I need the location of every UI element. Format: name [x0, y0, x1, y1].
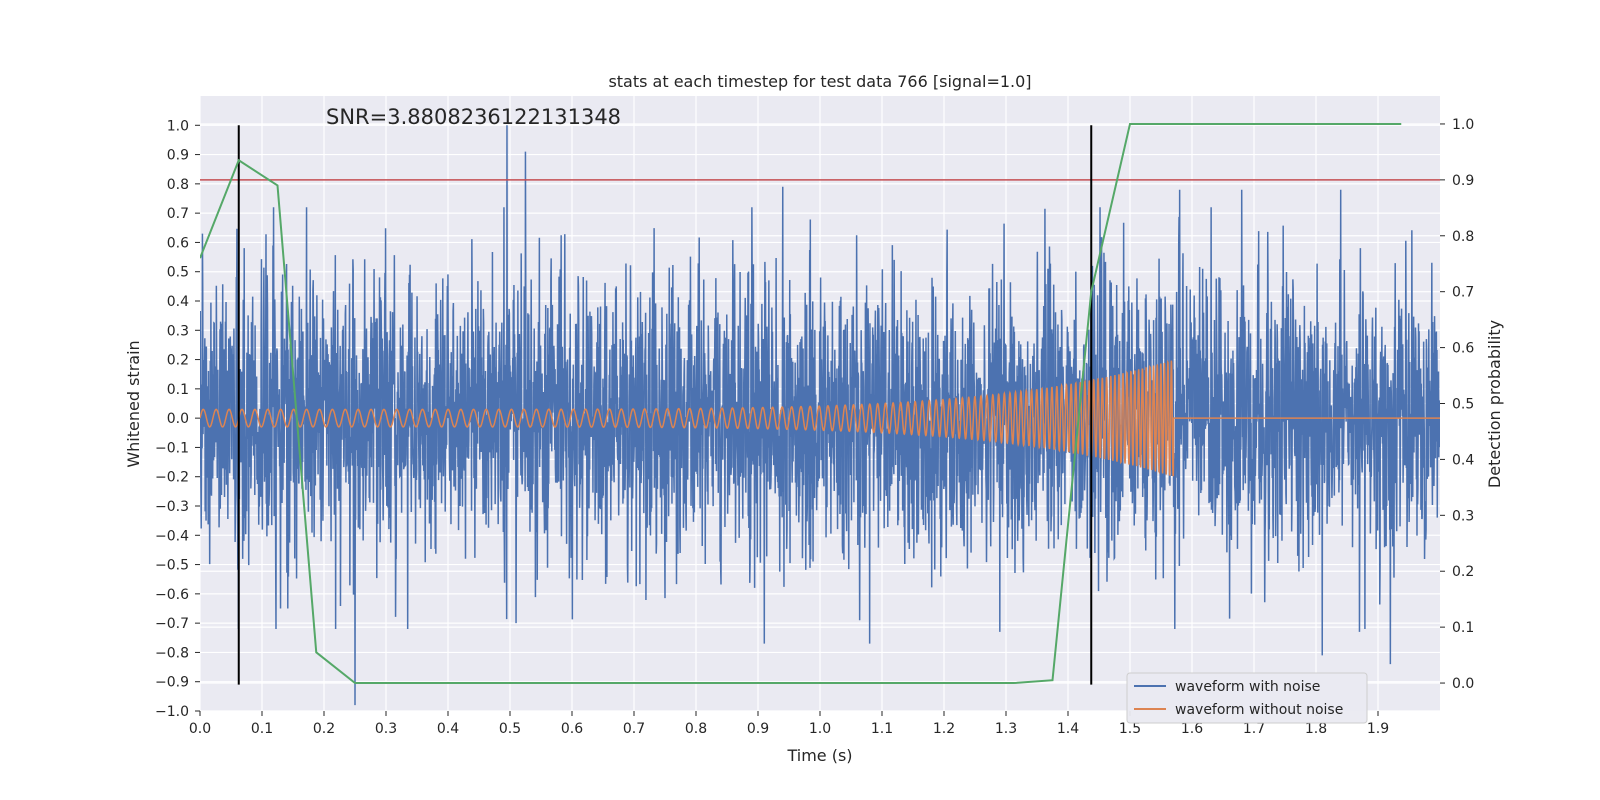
y2-tick-label-5: 0.5	[1452, 397, 1474, 413]
marker-lines	[237, 125, 1093, 685]
y-axis-right-label: Detection probability	[1485, 320, 1504, 488]
legend-box	[1126, 672, 1368, 724]
y-tick-label-9: −0.1	[155, 440, 189, 456]
legend-label-waveform-with-noise: waveform with noise	[1175, 679, 1320, 695]
x-tick-label-15: 1.5	[1119, 721, 1141, 737]
y-tick-label-2: −0.8	[155, 645, 189, 661]
y2-tick-label-4: 0.4	[1452, 452, 1474, 468]
y-tick-label-12: 0.2	[167, 353, 189, 369]
x-axis-label: Time (s)	[786, 746, 852, 765]
y2-tick-label-2: 0.2	[1452, 564, 1474, 580]
y-axis-label: Whitened strain	[124, 340, 143, 467]
x-tick-label-19: 1.9	[1367, 721, 1389, 737]
y2-tick-label-0: 0.0	[1452, 676, 1474, 692]
y-tick-label-17: 0.7	[167, 206, 189, 222]
y-tick-label-6: −0.4	[155, 528, 189, 544]
x-tick-label-17: 1.7	[1243, 721, 1265, 737]
y-tick-label-19: 0.9	[167, 148, 189, 164]
x-tick-label-9: 0.9	[747, 721, 769, 737]
y2-tick-label-3: 0.3	[1452, 508, 1474, 524]
y2-tick-label-10: 1.0	[1452, 117, 1474, 133]
chart-title: stats at each timestep for test data 766…	[608, 72, 1031, 91]
y2-tick-label-6: 0.6	[1452, 341, 1474, 357]
x-tick-label-3: 0.3	[375, 721, 397, 737]
x-tick-label-0: 0.0	[189, 721, 211, 737]
x-tick-label-7: 0.7	[623, 721, 645, 737]
y-tick-label-18: 0.8	[167, 177, 189, 193]
x-tick-label-14: 1.4	[1057, 721, 1079, 737]
series-detection-probability	[200, 122, 1402, 685]
y-tick-label-0: −1.0	[155, 704, 189, 720]
legend-label-waveform-without-noise: waveform without noise	[1175, 702, 1343, 718]
y2-tick-label-7: 0.7	[1452, 285, 1474, 301]
x-tick-label-10: 1.0	[809, 721, 831, 737]
y-tick-label-7: −0.3	[155, 499, 189, 515]
x-tick-label-8: 0.8	[685, 721, 707, 737]
y2-tick-label-8: 0.8	[1452, 229, 1474, 245]
x-axis-ticks: 0.0 0.1 0.2 0.3 0.4 0.5 0.6 0.7 0.8 0.9 1.0 1.1 1.2 1…	[189, 711, 1389, 737]
x-tick-label-4: 0.4	[437, 721, 459, 737]
x-tick-label-18: 1.8	[1305, 721, 1327, 737]
x-tick-label-6: 0.6	[561, 721, 583, 737]
y-axis-right-ticks: 0.0 0.1 0.2 0.3 0.4 0.5 0.6 0.7 0.8 0.9 1.0	[1440, 117, 1474, 692]
series-waveform-without-noise	[200, 359, 1440, 477]
y-tick-label-1: −0.9	[155, 675, 189, 691]
x-tick-label-1: 0.1	[251, 721, 273, 737]
x-tick-label-16: 1.6	[1181, 721, 1203, 737]
x-tick-label-13: 1.3	[995, 721, 1017, 737]
x-tick-label-5: 0.5	[499, 721, 521, 737]
y-tick-label-3: −0.7	[155, 616, 189, 632]
snr-annotation: SNR=3.8808236122131348	[326, 105, 621, 129]
y-tick-label-4: −0.6	[155, 587, 189, 603]
y-tick-label-15: 0.5	[167, 265, 189, 281]
legend: waveform with noise waveform without noi…	[1126, 672, 1368, 724]
y-tick-label-11: 0.1	[167, 382, 189, 398]
y-tick-label-14: 0.4	[167, 294, 189, 310]
x-tick-label-2: 0.2	[313, 721, 335, 737]
y-tick-label-8: −0.2	[155, 470, 189, 486]
y2-tick-label-1: 0.1	[1452, 620, 1474, 636]
y-tick-label-16: 0.6	[167, 235, 189, 251]
y-tick-label-13: 0.3	[167, 323, 189, 339]
y2-tick-label-9: 0.9	[1452, 173, 1474, 189]
y-tick-label-20: 1.0	[167, 118, 189, 134]
y-tick-label-10: 0.0	[167, 411, 189, 427]
plot-data	[200, 122, 1440, 706]
x-tick-label-12: 1.2	[933, 721, 955, 737]
y-axis-left-ticks: −1.0 −0.9 −0.8 −0.7 −0.6 −0.5 −0.4 −0.3 −0.2 −0.1…	[155, 118, 200, 720]
series-waveform-with-noise	[200, 125, 1440, 706]
y-tick-label-5: −0.5	[155, 558, 189, 574]
x-tick-label-11: 1.1	[871, 721, 893, 737]
